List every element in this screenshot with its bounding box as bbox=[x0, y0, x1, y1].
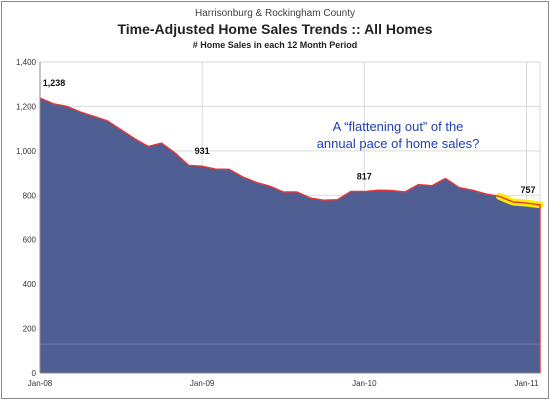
y-tick-label: 200 bbox=[23, 325, 37, 334]
y-tick-label: 400 bbox=[23, 280, 37, 289]
y-tick-label: 1,000 bbox=[16, 147, 37, 156]
x-tick-label: Jan-08 bbox=[28, 379, 53, 388]
area-series bbox=[39, 97, 544, 374]
chart-title: Time-Adjusted Home Sales Trends :: All H… bbox=[117, 21, 433, 37]
annotation-line-2: annual pace of home sales? bbox=[317, 136, 480, 151]
data-labels: 1,238 931 817 757 bbox=[43, 78, 536, 195]
area-fill bbox=[40, 97, 540, 374]
y-tick-label: 0 bbox=[32, 369, 37, 378]
y-tick-label: 1,200 bbox=[16, 102, 37, 111]
data-label: 1,238 bbox=[43, 78, 66, 88]
x-tick-label: Jan-10 bbox=[352, 379, 377, 388]
data-label: 817 bbox=[357, 172, 372, 182]
chart-supertitle: Harrisonburg & Rockingham County bbox=[194, 8, 356, 19]
data-label: 757 bbox=[520, 185, 535, 195]
x-tick-label: Jan-09 bbox=[190, 379, 215, 388]
x-tick-label: Jan-11 bbox=[515, 379, 539, 388]
y-tick-label: 600 bbox=[23, 236, 37, 245]
axes: 0 200 400 600 800 1,000 1,200 1,400 Jan-08 Jan-09… bbox=[16, 58, 540, 388]
series-line bbox=[39, 97, 541, 373]
chart-subtitle: # Home Sales in each 12 Month Period bbox=[192, 40, 358, 50]
y-tick-label: 1,400 bbox=[16, 58, 37, 67]
y-tick-label: 800 bbox=[23, 191, 37, 200]
data-label: 931 bbox=[195, 146, 210, 156]
annotation-line-1: A “flattening out” of the bbox=[333, 119, 464, 134]
